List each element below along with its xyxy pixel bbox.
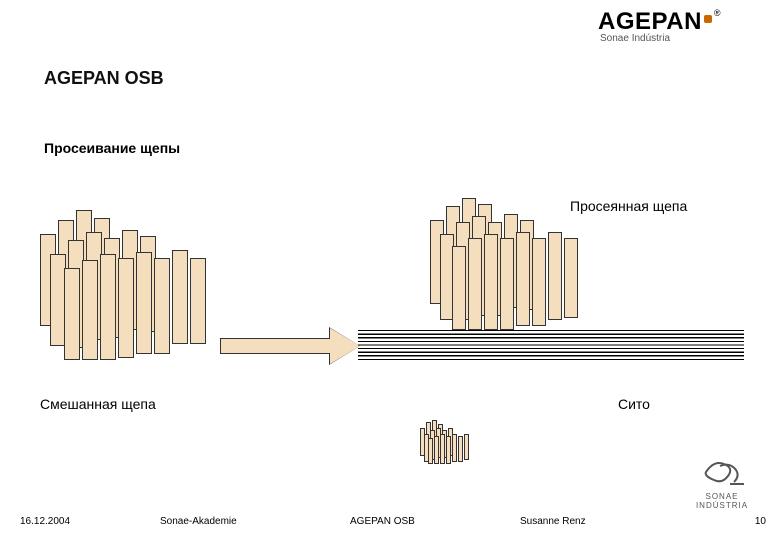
arrow-icon	[220, 328, 370, 364]
process-diagram	[0, 200, 780, 490]
sonae-industria-logo: SONAE INDÚSTRIA	[682, 454, 762, 510]
footer-academy: Sonae-Akademie	[160, 516, 237, 527]
footer-title: AGEPAN OSB	[350, 516, 415, 527]
footer-presenter: Susanne Renz	[520, 516, 586, 527]
footer-date: 16.12.2004	[20, 516, 70, 527]
si-logo-text: SONAE INDÚSTRIA	[682, 492, 762, 510]
brand-registered: ®	[714, 8, 721, 18]
page-subtitle: Просеивание щепы	[44, 140, 180, 156]
brand-name: AGEPAN	[598, 8, 702, 35]
sieve-graphic	[358, 330, 744, 362]
page-title: AGEPAN OSB	[44, 68, 164, 89]
chip-cluster-fines	[420, 420, 480, 470]
slide-footer: 16.12.2004 Sonae-Akademie AGEPAN OSB Sus…	[0, 516, 780, 532]
chip-cluster-screened	[430, 198, 600, 330]
si-logo-icon	[700, 454, 744, 490]
chip-cluster-mixed	[40, 210, 210, 370]
brand-dot-icon	[704, 15, 712, 23]
brand-logo: AGEPAN® Sonae Indústria	[598, 8, 768, 56]
footer-page-number: 10	[755, 516, 766, 527]
